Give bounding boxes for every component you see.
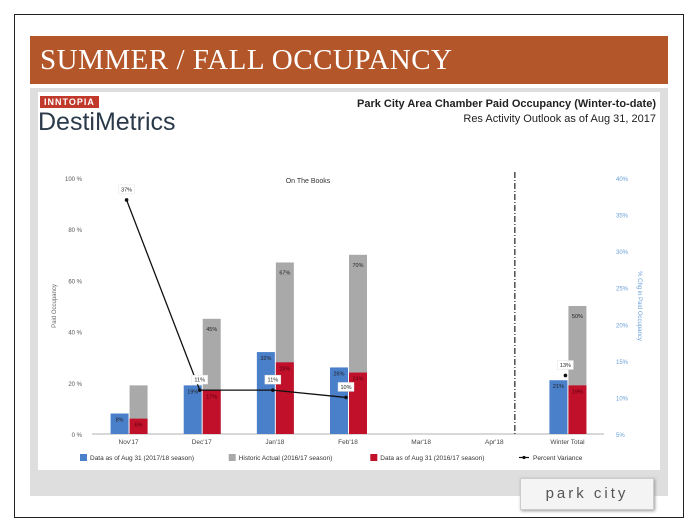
bar-label-historic: 67% [279,270,290,276]
variance-label-box [337,382,355,392]
bar-2017-18 [110,413,129,434]
y-tick-label: 100 % [65,177,83,183]
bar-label-historic: 70% [352,263,363,269]
y2-tick-label: 20% [616,323,629,329]
legend-swatch [80,454,87,461]
bar-label-2016-17: 28% [279,366,290,372]
slide-title: SUMMER / FALL OCCUPANCY [40,44,453,76]
x-tick-label: Jan'18 [265,439,284,446]
park-city-logo: park city [520,478,654,510]
x-tick-label: Winter Total [550,439,585,446]
bar-2016-17 [275,362,294,434]
variance-label: 11% [194,378,205,384]
legend-swatch [228,454,236,461]
x-tick-label: Dec'17 [192,439,212,446]
variance-label: 11% [268,378,279,384]
variance-point [197,388,202,392]
x-tick-label: Apr'18 [485,439,504,446]
variance-point [563,373,568,378]
legend-label: Data as of Aug 31 (2016/17 season) [380,455,484,462]
bar-2016-17 [202,390,221,434]
park-city-logo-text: park city [545,485,629,502]
x-tick-label: Feb'18 [338,439,358,446]
variance-point [124,198,129,202]
legend-variance-point [522,455,526,460]
bar-label-2017-18: 32% [260,356,271,362]
brand-small-label: INNTOPIA [40,96,99,108]
variance-label-box [191,374,208,385]
bar-label-2016-17: 24% [352,377,363,383]
variance-label-box [118,184,135,195]
legend-label: Data as of Aug 31 (2017/18 season) [90,455,194,462]
y2-tick-label: 5% [616,433,625,439]
chart-subtitle: Res Activity Outlook as of Aug 31, 2017 [463,113,656,125]
y-tick-label: 20 % [68,382,82,388]
legend-label: Historic Actual (2016/17 season) [239,455,333,462]
title-bar: SUMMER / FALL OCCUPANCY [30,36,668,84]
bar-label-2016-17: 19% [572,389,583,395]
y2-tick-label: 10% [616,396,629,402]
legend-swatch [370,454,378,461]
bar-label-2017-18: 21% [553,384,564,390]
variance-point [271,388,275,392]
variance-line [125,199,347,399]
y-tick-label: 0 % [72,433,83,439]
variance-label: 13% [560,363,571,369]
variance-label: 10% [340,385,351,391]
bar-label-2017-18: 19% [187,389,198,395]
variance-label-box [557,360,574,370]
brand-logo: DestiMetrics [38,108,176,136]
y2-axis-label: % Chg in Paid Occupancy [636,271,642,341]
y2-tick-label: 15% [616,360,629,366]
bar-label-2017-18: 8% [116,418,124,424]
y-tick-label: 80 % [68,228,82,234]
y2-tick-label: 35% [616,214,629,220]
y2-tick-label: 40% [616,177,629,183]
chart-annotation: On The Books [286,178,331,185]
bar-label-historic: 45% [206,327,217,333]
legend-label: Percent Variance [533,455,583,462]
y-axis-label: Paid Occupancy [52,284,58,328]
bar-2016-17 [568,385,587,434]
x-tick-label: Nov'17 [119,439,139,446]
y2-tick-label: 30% [616,250,629,256]
bar-label-2016-17: 17% [206,394,217,400]
bar-label-historic: 50% [572,314,583,320]
bar-label-2017-18: 26% [333,371,344,377]
chart-canvas: 0 % 20 % 40 % 60 % 80 % 100 % 5% 10% 15% 20% 25% 30… [52,172,642,462]
bar-label-2016-17: 6% [135,423,143,429]
bar-2017-18 [256,352,275,434]
y-tick-label: 40 % [68,331,82,337]
variance-point [344,395,348,400]
variance-label-box [264,374,282,385]
bar-2016-17 [129,418,148,434]
chart-title: Park City Area Chamber Paid Occupancy (W… [356,98,656,110]
variance-label: 37% [121,187,132,193]
bar-2017-18 [549,380,568,434]
y2-tick-label: 25% [616,287,629,293]
bar-2017-18 [183,385,202,434]
x-tick-label: Mar'18 [411,439,431,446]
y-tick-label: 60 % [68,279,82,285]
